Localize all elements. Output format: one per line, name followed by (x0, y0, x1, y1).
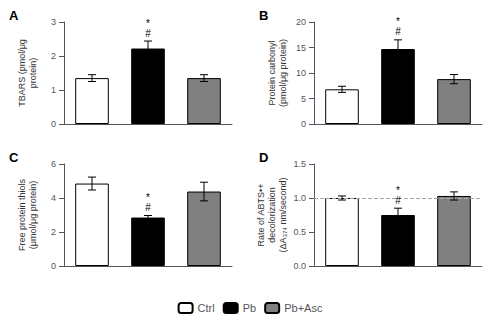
svg-text:1: 1 (51, 85, 56, 95)
svg-text:A: A (9, 8, 19, 23)
svg-text:*: * (146, 18, 150, 29)
svg-text:0: 0 (51, 119, 56, 129)
svg-text:TBARS (pmol/μg: TBARS (pmol/μg (17, 39, 27, 107)
svg-text:Pb: Pb (243, 302, 256, 314)
svg-text:Free protein thiols: Free protein thiols (17, 178, 27, 251)
svg-text:decolorization: decolorization (267, 187, 277, 243)
svg-text:C: C (9, 150, 19, 165)
svg-text:#: # (395, 26, 401, 37)
svg-text:protein): protein) (28, 58, 38, 89)
svg-text:10: 10 (296, 68, 306, 78)
svg-text:*: * (146, 192, 150, 203)
svg-text:(μmol/μg protein): (μmol/μg protein) (28, 181, 38, 249)
svg-text:15: 15 (296, 43, 306, 53)
svg-text:0: 0 (301, 119, 306, 129)
svg-text:6: 6 (51, 159, 56, 169)
svg-text:1.5: 1.5 (293, 159, 306, 169)
svg-text:4: 4 (51, 193, 56, 203)
svg-text:2: 2 (51, 51, 56, 61)
svg-text:0: 0 (51, 261, 56, 271)
svg-text:2: 2 (51, 227, 56, 237)
svg-text:0.0: 0.0 (293, 261, 306, 271)
svg-text:3: 3 (51, 17, 56, 27)
svg-text:#: # (145, 28, 151, 39)
svg-text:5: 5 (301, 94, 306, 104)
svg-text:D: D (259, 150, 268, 165)
svg-text:(pmol/μg protein): (pmol/μg protein) (278, 39, 288, 107)
svg-text:#: # (395, 195, 401, 206)
svg-text:Protein carbonyl: Protein carbonyl (267, 40, 277, 105)
svg-text:1.0: 1.0 (293, 193, 306, 203)
svg-text:Ctrl: Ctrl (198, 302, 215, 314)
svg-text:#: # (145, 202, 151, 213)
svg-text:(ΔA₃₇₄ nm/second): (ΔA₃₇₄ nm/second) (278, 178, 288, 253)
svg-text:B: B (259, 8, 268, 23)
svg-text:Pb+Asc: Pb+Asc (284, 302, 323, 314)
svg-text:20: 20 (296, 17, 306, 27)
svg-text:0.5: 0.5 (293, 227, 306, 237)
svg-text:*: * (396, 16, 400, 27)
svg-text:Rate of ABTS•+: Rate of ABTS•+ (256, 184, 266, 247)
svg-text:*: * (396, 185, 400, 196)
